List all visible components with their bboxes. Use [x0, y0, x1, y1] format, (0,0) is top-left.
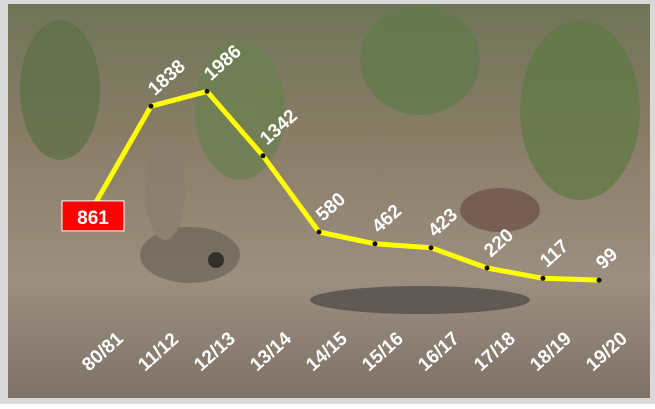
data-line [92, 88, 600, 283]
highlight-box [61, 200, 125, 232]
data-point [372, 241, 378, 247]
photo-decoration [20, 5, 640, 314]
data-point [484, 265, 490, 271]
data-point [540, 275, 546, 281]
data-point [260, 153, 266, 159]
data-point [316, 229, 322, 235]
data-point [596, 277, 602, 283]
data-label: 861 [77, 208, 109, 229]
data-point [204, 88, 210, 94]
data-point [148, 103, 154, 109]
data-point [428, 245, 434, 251]
